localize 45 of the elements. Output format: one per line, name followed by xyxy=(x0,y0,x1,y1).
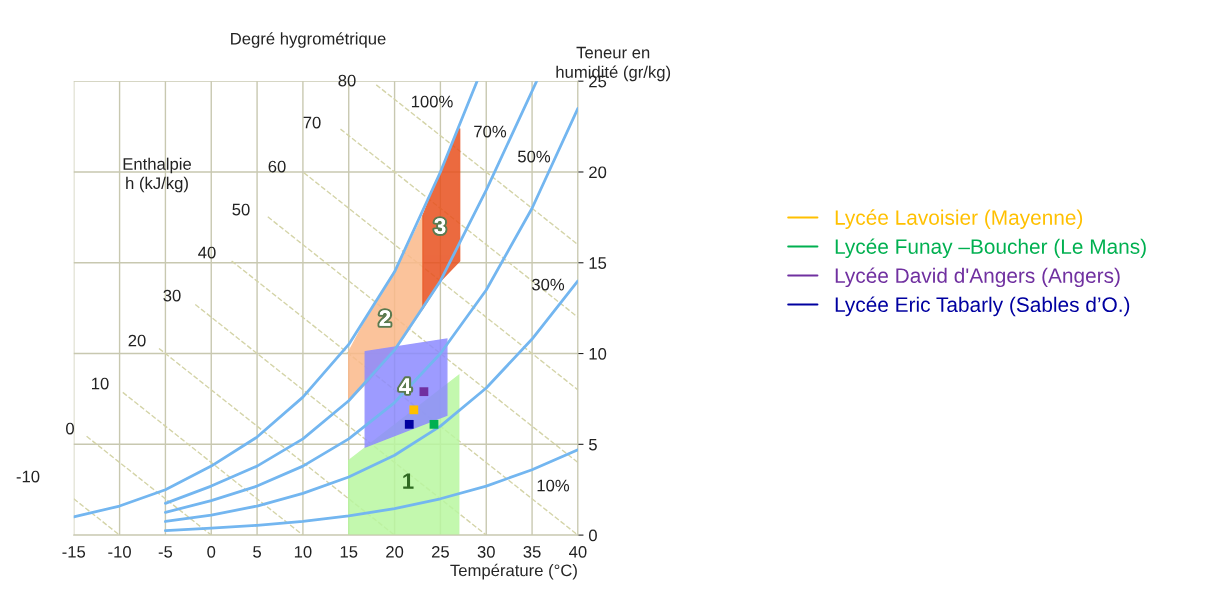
annotation: 80 xyxy=(338,74,356,87)
x-tick-label: 0 xyxy=(207,545,216,558)
annotation: 30% xyxy=(531,278,565,291)
x-tick-label: 25 xyxy=(431,545,449,558)
text: -10 xyxy=(16,470,40,483)
annotation: 20 xyxy=(128,334,146,347)
annotation: 70% xyxy=(474,125,507,138)
x-tick-label: 15 xyxy=(340,546,358,558)
annotation: Enthalpie h (kJ/kg) xyxy=(123,157,192,193)
x-tick-label: -5 xyxy=(158,546,173,558)
legend-label: Lycée David d'Angers (Angers) xyxy=(835,267,1120,288)
y-tick-label: 20 xyxy=(589,166,607,179)
annotation: 60 xyxy=(268,160,286,173)
y-tick-label: 15 xyxy=(589,257,607,269)
annotation: 10 xyxy=(92,377,109,390)
x-axis-title: Température (°C) xyxy=(450,563,577,580)
x-tick-label: 30 xyxy=(477,545,495,558)
x-tick-label: -15 xyxy=(62,546,86,558)
annotation: 0 xyxy=(66,422,74,435)
x-tick-label: -10 xyxy=(108,545,131,558)
annotation: 40 xyxy=(198,246,216,259)
text: Degré hygrométrique xyxy=(231,32,386,48)
annotation: 1 xyxy=(403,473,414,489)
annotation: 4 xyxy=(399,378,412,394)
legend-label: Lycée Lavoisier (Mayenne) xyxy=(835,209,1083,230)
annotation: 2 xyxy=(379,310,391,326)
legend-label: Lycée Eric Tabarly (Sables d’O.) xyxy=(835,296,1130,317)
x-tick-label: 20 xyxy=(386,545,404,558)
line-series xyxy=(164,279,578,523)
annotation: 50% xyxy=(517,150,551,163)
annotation: 70 xyxy=(303,116,321,129)
y-tick-label: 10 xyxy=(589,347,607,360)
annotation: 100% xyxy=(411,95,453,108)
annotation: 30 xyxy=(163,289,181,302)
legend-label: Lycée Funay –Boucher (Le Mans) xyxy=(835,238,1146,259)
annotation: 10% xyxy=(537,479,570,492)
x-tick-label: 5 xyxy=(253,546,262,558)
line-series xyxy=(164,448,578,532)
x-tick-label: 40 xyxy=(569,545,587,558)
x-tick-label: 10 xyxy=(294,545,312,558)
y-tick-label: 0 xyxy=(588,529,597,542)
x-tick-label: 35 xyxy=(523,545,541,558)
annotation: 50 xyxy=(232,203,250,216)
y-tick-label: 5 xyxy=(588,438,597,451)
annotation: 3 xyxy=(434,218,446,234)
